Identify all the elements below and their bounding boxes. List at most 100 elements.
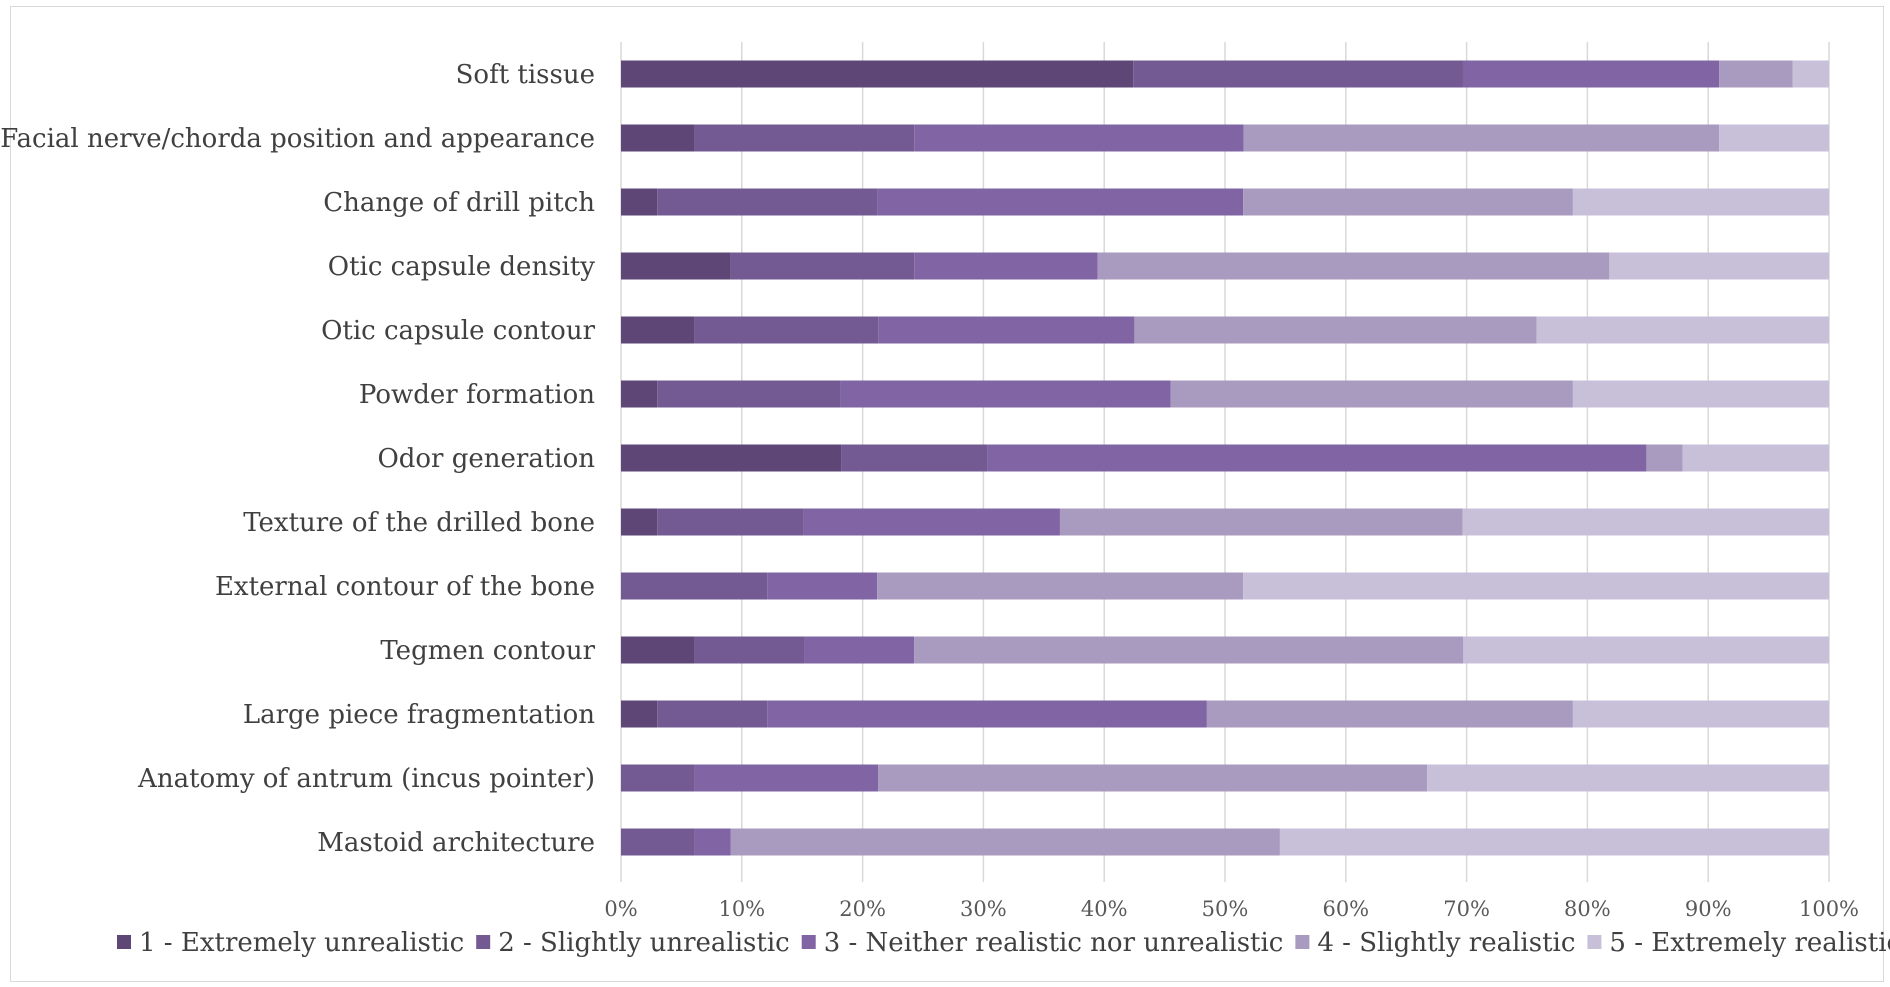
x-tick-label: 60% [1322,897,1369,921]
bar-segment [621,124,695,152]
category-labels: Soft tissue Facial nerve/chorda position … [0,60,595,858]
bar-segment [767,572,878,600]
category-label: Powder formation [359,380,595,410]
category-label: Large piece fragmentation [243,700,595,730]
legend-label: 2 - Slightly unrealistic [498,928,790,958]
bar-segment [621,252,731,280]
x-tick-labels: 0% 10% 20% 30% 40% 50% 60% 70% 80% 90% 100% [604,897,1859,921]
bar-segment [1279,828,1829,856]
bar-segment [878,764,1428,792]
bar-segment [657,508,804,536]
bar-segment [730,252,915,280]
category-label: Otic capsule contour [321,316,595,346]
bar-segment [694,636,805,664]
bar-segment [1792,60,1829,88]
x-tick-label: 30% [960,897,1007,921]
chart-frame [10,6,1884,982]
bar-segment [987,444,1647,472]
bar-segment [1646,444,1683,472]
bar-segment [694,764,879,792]
bar-segment [1206,700,1573,728]
bar-segment [914,636,1464,664]
bar-segment [1536,316,1829,344]
bar-segment [621,444,842,472]
bar-segment [841,444,988,472]
bar-segment [657,700,768,728]
category-label: Change of drill pitch [323,188,595,218]
category-label: Otic capsule density [328,252,596,282]
legend-swatch [801,935,816,949]
legend: 1 - Extremely unrealistic 2 - Slightly un… [117,928,1890,958]
bar-segment [840,380,1171,408]
bar-segment [914,124,1244,152]
bar-segment [657,380,841,408]
bar-segment [1133,60,1463,88]
x-tick-label: 70% [1443,897,1490,921]
x-tick-label: 80% [1564,897,1611,921]
legend-label: 4 - Slightly realistic [1317,928,1575,958]
x-tick-label: 100% [1799,897,1859,921]
bar-segment [1572,700,1829,728]
bar-segment [1572,380,1829,408]
x-tick-label: 90% [1685,897,1732,921]
legend-label: 5 - Extremely realistic [1609,928,1890,958]
bar-segment [1682,444,1829,472]
bar-segment [1134,316,1537,344]
bar-segment [1243,188,1573,216]
bar-segment [657,188,878,216]
bar-segment [621,188,658,216]
bar-segment [914,252,1098,280]
legend-swatch [1587,935,1602,949]
category-label: Soft tissue [456,60,595,90]
legend-swatch [117,935,131,949]
bar-segment [804,636,915,664]
category-label: Texture of the drilled bone [243,508,595,538]
bar-segment [767,700,1207,728]
bar-segment [803,508,1060,536]
bar-segment [694,124,915,152]
category-label: Odor generation [377,444,595,474]
bar-segment [694,828,731,856]
bar-segment [621,828,695,856]
bar-segment [621,572,768,600]
x-tick-label: 40% [1081,897,1128,921]
bar-segment [878,316,1135,344]
x-tick-label: 0% [604,897,637,921]
bar-segment [1609,252,1829,280]
x-tick-label: 20% [839,897,886,921]
bar-segment [694,316,879,344]
bar-segment [1719,60,1793,88]
category-label: External contour of the bone [215,572,595,602]
legend-swatch [1295,935,1310,949]
bar-segment [1572,188,1829,216]
category-label: Tegmen contour [380,636,595,666]
category-label: Anatomy of antrum (incus pointer) [137,764,595,794]
bar-segment [1170,380,1573,408]
bar-segment [877,188,1244,216]
bar-segment [1427,764,1829,792]
bar-segment [621,60,1134,88]
bar-segment [1719,124,1829,152]
bar-segment [621,636,695,664]
bar-segment [1243,124,1720,152]
legend-swatch [476,935,491,949]
bar-segment [621,316,695,344]
category-label: Mastoid architecture [317,828,595,858]
legend-label: 1 - Extremely unrealistic [139,928,464,958]
x-tick-label: 10% [718,897,765,921]
bar-segment [1097,252,1610,280]
bar-segment [621,700,658,728]
legend-label: 3 - Neither realistic nor unrealistic [824,928,1284,958]
category-label: Facial nerve/chorda position and appeara… [0,124,595,154]
bars [621,60,1829,856]
bar-segment [1462,508,1829,536]
x-tick-label: 50% [1202,897,1249,921]
bar-segment [730,828,1280,856]
bar-segment [621,380,658,408]
bar-segment [1243,572,1829,600]
bar-segment [1462,60,1720,88]
bar-segment [877,572,1244,600]
bar-segment [621,508,658,536]
bar-segment [1059,508,1463,536]
